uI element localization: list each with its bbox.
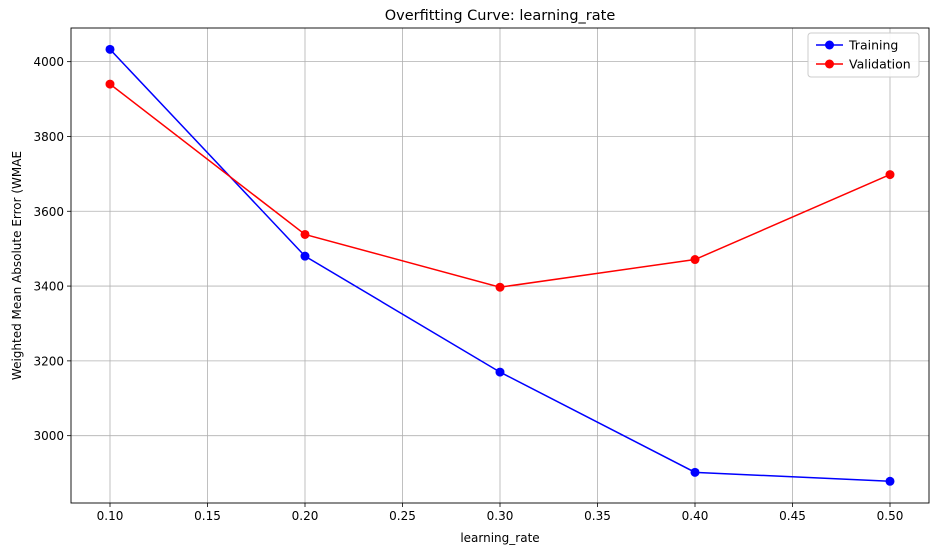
data-point-training [495,367,505,377]
y-tick-label: 3800 [33,130,64,144]
grid-lines [71,28,929,503]
y-tick-label: 3000 [33,429,64,443]
data-point-validation [300,229,310,239]
series-layer [105,44,895,486]
legend-marker-training [825,40,834,50]
x-tick-label: 0.35 [584,509,611,523]
data-point-training [300,251,310,261]
data-point-training [885,476,895,486]
legend-label-training: Training [848,38,898,53]
x-tick-label: 0.40 [682,509,709,523]
x-tick-label: 0.30 [487,509,514,523]
y-tick-label: 3400 [33,280,64,294]
data-point-validation [690,255,700,265]
x-tick-label: 0.20 [292,509,319,523]
data-point-validation [495,282,505,292]
x-axis-label: learning_rate [460,531,539,545]
data-point-validation [885,170,895,180]
legend-box [807,32,920,78]
y-axis-label: Weighted Mean Absolute Error (WMAE [10,151,24,380]
data-point-training [690,467,700,477]
legend: Training Validation [807,32,920,78]
legend-marker-validation [825,59,834,69]
y-tick-label: 3600 [33,205,64,219]
y-tick-label: 3200 [33,354,64,368]
chart-title: Overfitting Curve: learning_rate [385,8,616,24]
x-tick-label: 0.25 [389,509,416,523]
x-tick-label: 0.45 [779,509,806,523]
axis-ticks: 0.10 0.15 0.20 0.25 0.30 0.35 0.40 0.45 0.50 3000… [33,55,903,523]
data-point-training [105,44,115,54]
x-tick-label: 0.50 [877,509,904,523]
x-tick-label: 0.10 [97,509,124,523]
data-point-validation [105,79,115,89]
legend-label-validation: Validation [849,57,911,72]
x-tick-label: 0.15 [194,509,221,523]
y-tick-label: 4000 [33,55,64,69]
